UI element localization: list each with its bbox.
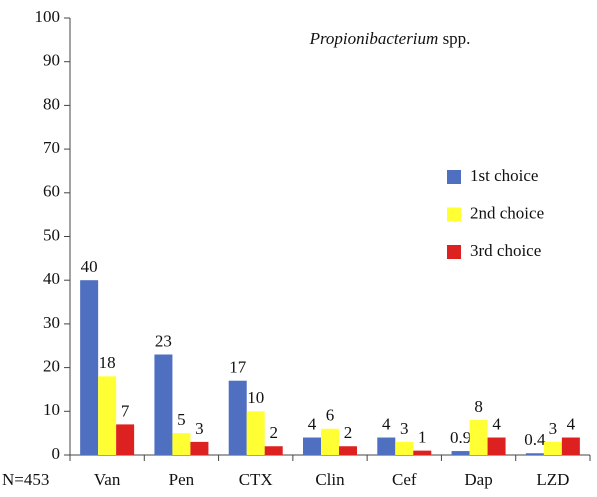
bar: [469, 420, 488, 455]
bar: [525, 453, 544, 455]
title-roman: spp.: [438, 29, 470, 48]
y-tick-label: 30: [43, 313, 60, 332]
y-tick-label: 70: [43, 138, 60, 157]
legend-label: 3rd choice: [470, 241, 541, 260]
data-label: 2: [269, 423, 278, 442]
legend-swatch: [447, 207, 461, 222]
legend-label: 1st choice: [470, 166, 538, 185]
bar: [321, 428, 339, 455]
bar: [116, 424, 135, 455]
bar: [303, 437, 321, 455]
y-tick-label: 40: [43, 269, 60, 288]
bar: [264, 446, 283, 455]
data-label: 4: [567, 414, 576, 433]
data-label: 3: [195, 419, 204, 438]
title-italic: Propionibacterium: [309, 29, 439, 48]
data-label: 0.4: [524, 430, 546, 449]
chart-title: Propionibacterium spp.: [309, 29, 471, 48]
bar: [172, 433, 191, 455]
data-label: 3: [400, 419, 409, 438]
bar: [228, 380, 247, 455]
annotation: N=453: [2, 470, 49, 489]
y-tick-label: 80: [43, 94, 60, 113]
bar: [98, 376, 117, 455]
bar: [377, 437, 396, 455]
bar: [246, 411, 265, 455]
data-label: 23: [155, 331, 172, 350]
x-tick-label: Pen: [169, 470, 195, 489]
data-label: 2: [344, 423, 353, 442]
y-tick-label: 50: [43, 225, 60, 244]
legend-swatch: [447, 170, 461, 184]
bar: [413, 450, 432, 455]
x-tick-label: CTX: [239, 470, 273, 489]
data-label: 3: [549, 419, 558, 438]
y-tick-label: 90: [43, 51, 60, 70]
data-label: 1: [418, 428, 427, 447]
data-label: 6: [326, 406, 335, 425]
legend-label: 2nd choice: [470, 203, 544, 222]
bar: [543, 441, 562, 455]
x-tick-label: Van: [94, 470, 121, 489]
bar: [451, 451, 470, 455]
data-label: 8: [474, 397, 483, 416]
bar: [395, 441, 414, 455]
bar: [80, 280, 99, 455]
data-label: 7: [121, 401, 130, 420]
x-tick-label: LZD: [536, 470, 569, 489]
x-tick-label: Clin: [315, 470, 345, 489]
bar: [339, 446, 357, 455]
data-label: 5: [177, 410, 186, 429]
bar: [561, 437, 580, 455]
y-tick-label: 60: [43, 182, 60, 201]
y-tick-label: 20: [43, 357, 60, 376]
data-label: 4: [382, 414, 391, 433]
data-label: 17: [229, 358, 247, 377]
data-label: 4: [308, 414, 317, 433]
y-tick-label: 100: [35, 7, 61, 26]
y-tick-label: 0: [52, 444, 61, 463]
data-label: 40: [81, 257, 98, 276]
data-label: 18: [99, 353, 116, 372]
legend-swatch: [447, 245, 461, 259]
data-label: 0.9: [450, 428, 471, 447]
bar: [190, 441, 209, 455]
bar: [487, 437, 506, 455]
data-label: 10: [247, 388, 264, 407]
x-tick-label: Dap: [464, 470, 492, 489]
bar: [154, 354, 173, 455]
y-tick-label: 10: [43, 400, 60, 419]
data-label: 4: [492, 414, 501, 433]
x-tick-label: Cef: [392, 470, 417, 489]
